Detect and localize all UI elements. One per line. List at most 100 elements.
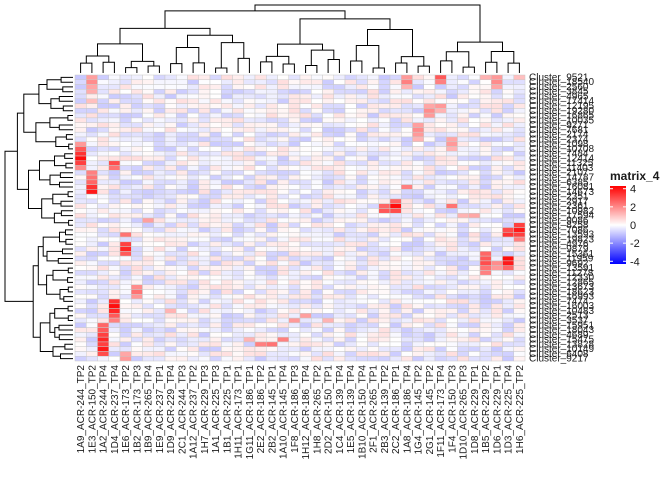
- heatmap-cell: [311, 193, 323, 200]
- heatmap-cell: [74, 222, 87, 228]
- column-label: 2E2_ACR-186_TP2: [256, 365, 267, 454]
- heatmap-cell: [153, 241, 166, 247]
- heatmap-cell: [209, 131, 222, 138]
- dendrogram-branch: [68, 219, 73, 226]
- heatmap-cell: [479, 332, 492, 338]
- column-label: 1E5_ACR-139_TP4: [346, 365, 357, 454]
- heatmap-cell: [131, 93, 143, 100]
- heatmap-cell: [209, 336, 222, 343]
- heatmap-cell: [254, 284, 267, 290]
- heatmap-cell: [468, 289, 481, 295]
- heatmap-cell: [457, 89, 469, 95]
- heatmap-cell: [254, 198, 267, 204]
- heatmap-cell: [86, 198, 98, 204]
- heatmap-cell: [457, 346, 469, 352]
- heatmap-cell: [513, 98, 526, 104]
- heatmap-cell: [344, 208, 357, 214]
- heatmap-cell: [311, 165, 323, 171]
- heatmap-cell: [153, 327, 166, 333]
- heatmap-cell: [412, 236, 424, 243]
- heatmap-cell: [176, 117, 188, 123]
- heatmap-cell: [142, 84, 154, 90]
- heatmap-cell: [119, 141, 132, 147]
- heatmap-cell: [277, 98, 289, 104]
- heatmap-cell: [378, 274, 391, 281]
- heatmap-cell: [468, 79, 481, 85]
- heatmap-cell: [232, 232, 244, 238]
- heatmap-cell: [232, 179, 244, 185]
- heatmap-cell: [502, 327, 514, 333]
- heatmap-cell: [164, 203, 177, 209]
- dendrogram-branch: [32, 265, 41, 338]
- dendrogram-branch: [507, 62, 520, 73]
- heatmap-cell: [198, 251, 211, 257]
- heatmap-cell: [74, 265, 87, 271]
- heatmap-cell: [86, 322, 98, 328]
- heatmap-cell: [277, 270, 289, 276]
- heatmap-cell: [401, 265, 413, 271]
- heatmap-cell: [468, 236, 481, 243]
- heatmap-cell: [288, 74, 301, 81]
- heatmap-cell: [142, 155, 154, 162]
- heatmap-cell: [457, 131, 469, 138]
- heatmap-cell: [299, 93, 312, 100]
- heatmap-cell: [74, 341, 87, 347]
- heatmap-cell: [344, 193, 357, 200]
- dendrogram-branch: [175, 47, 200, 64]
- heatmap-cell: [401, 198, 413, 204]
- heatmap-cell: [97, 98, 109, 104]
- heatmap-cell: [86, 208, 98, 214]
- heatmap-cell: [434, 355, 447, 362]
- heatmap-cell: [423, 165, 436, 171]
- heatmap-cell: [491, 260, 503, 266]
- heatmap-cell: [187, 308, 199, 314]
- heatmap-cell: [86, 246, 98, 252]
- heatmap-cell: [378, 308, 391, 314]
- heatmap-cell: [344, 155, 357, 162]
- heatmap-cell: [491, 155, 503, 162]
- heatmap-cell: [367, 351, 379, 357]
- heatmap-cell: [221, 212, 233, 219]
- heatmap-cell: [108, 131, 121, 138]
- heatmap-cell: [434, 246, 447, 252]
- heatmap-cell: [232, 127, 244, 133]
- heatmap-cell: [468, 174, 481, 181]
- row-label: Cluster_11959: [529, 254, 594, 265]
- heatmap-cell: [311, 117, 323, 123]
- heatmap-cell: [468, 332, 481, 338]
- heatmap-cell: [243, 193, 256, 200]
- heatmap-cell: [187, 303, 199, 309]
- heatmap-cell: [153, 155, 166, 162]
- heatmap-cell: [502, 255, 514, 262]
- heatmap-cell: [322, 203, 334, 209]
- heatmap-cell: [176, 136, 188, 142]
- heatmap-cell: [266, 170, 278, 176]
- heatmap-cell: [243, 103, 256, 109]
- heatmap-cell: [198, 341, 211, 347]
- heatmap-cell: [468, 103, 481, 109]
- heatmap-cell: [142, 184, 154, 190]
- heatmap-cell: [164, 260, 177, 266]
- heatmap-cell: [322, 136, 334, 142]
- heatmap-cell: [344, 222, 357, 228]
- heatmap-cell: [367, 131, 379, 138]
- heatmap-cell: [232, 241, 244, 247]
- heatmap-cell: [468, 355, 481, 362]
- heatmap-cell: [97, 179, 109, 185]
- heatmap-cell: [333, 322, 346, 328]
- heatmap-cell: [164, 103, 177, 109]
- heatmap-cell: [221, 270, 233, 276]
- heatmap-cell: [513, 198, 526, 204]
- heatmap-cell: [322, 332, 334, 338]
- heatmap-cell: [502, 193, 514, 200]
- heatmap-cell: [288, 136, 301, 142]
- heatmap-cell: [176, 284, 188, 290]
- heatmap-cell: [412, 341, 424, 347]
- heatmap-cell: [479, 303, 492, 309]
- heatmap-cell: [221, 146, 233, 152]
- heatmap-cell: [491, 165, 503, 171]
- heatmap-cell: [74, 74, 87, 81]
- heatmap-cell: [108, 227, 121, 233]
- heatmap-cell: [502, 131, 514, 138]
- heatmap-cell: [491, 222, 503, 228]
